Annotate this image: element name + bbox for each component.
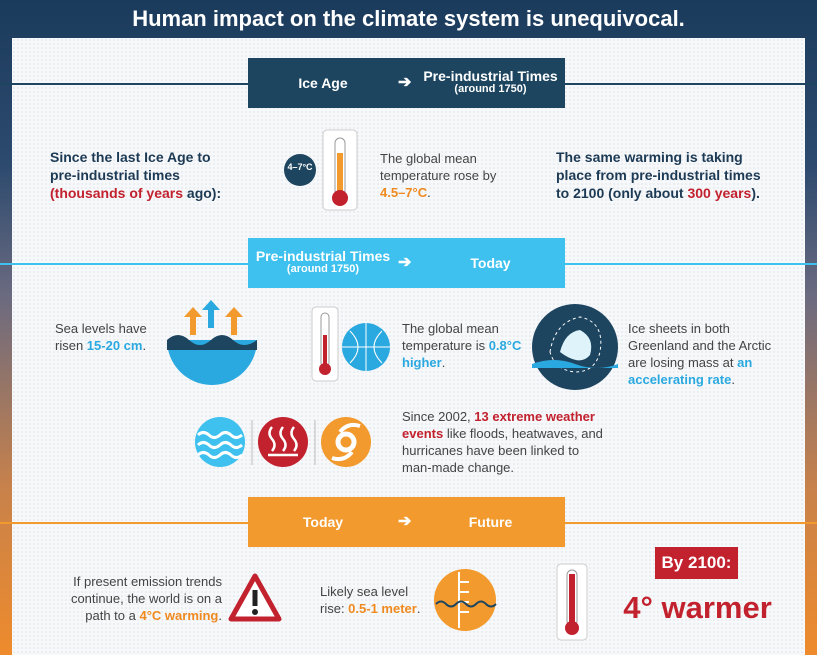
banner-from: Today bbox=[302, 513, 344, 530]
arrow: ➔ bbox=[398, 513, 412, 530]
text: The same warming is taking place from pr… bbox=[556, 149, 761, 201]
text: Ice sheets in both Greenland and the Arc… bbox=[628, 321, 772, 370]
highlight: 0.8°C higher bbox=[402, 338, 522, 370]
banner-to: Future bbox=[468, 513, 513, 530]
text: ). bbox=[751, 185, 760, 201]
text: Likely sea level rise: bbox=[320, 584, 409, 616]
badge: 4–7°C bbox=[287, 162, 313, 172]
ice-icon bbox=[532, 304, 618, 390]
highlight: (thousands of years bbox=[50, 185, 184, 201]
banner: Pre-industrial Times (around 1750) ➔ Toda… bbox=[248, 238, 565, 288]
highlight: 300 years bbox=[687, 185, 752, 201]
panel bbox=[12, 38, 805, 655]
highlight: an accelerating rate bbox=[628, 355, 753, 387]
arrow: ➔ bbox=[398, 74, 412, 91]
weather-icons bbox=[195, 417, 371, 467]
text: . bbox=[731, 372, 735, 387]
title: Human impact on the climate system is un… bbox=[132, 6, 685, 31]
text: The global mean temperature is bbox=[402, 321, 499, 353]
hot-thermometer-icon bbox=[556, 563, 588, 641]
past-right: The same warming is taking place from pr… bbox=[556, 148, 771, 202]
past-left: Since the last Ice Age to pre-industrial… bbox=[50, 148, 240, 202]
banner-from: Ice Age bbox=[298, 74, 348, 91]
banner-to-text: Pre-industrial Times bbox=[423, 68, 558, 84]
banner-to: Pre-industrial Times (around 1750) bbox=[416, 58, 565, 108]
text: . bbox=[416, 601, 421, 616]
sea-rise-icon bbox=[434, 569, 497, 631]
text: . bbox=[441, 355, 446, 370]
highlight: 4°C warming bbox=[139, 608, 219, 623]
result: 4° warmer bbox=[623, 590, 772, 625]
present-temperature: The global mean temperature is 0.8°C hig… bbox=[402, 320, 522, 371]
present-ice: Ice sheets in both Greenland and the Arc… bbox=[628, 320, 778, 388]
warning-icon bbox=[228, 573, 282, 622]
text: If present emission trends continue, the… bbox=[70, 574, 222, 623]
highlight: 4.5–7°C bbox=[380, 185, 428, 200]
text: The global mean temperature rose by bbox=[380, 151, 497, 183]
banner-note: (around 1750) bbox=[454, 83, 527, 95]
text: . bbox=[427, 185, 431, 200]
highlight: 13 extreme weather events bbox=[402, 409, 595, 441]
text: Since the last Ice Age to pre-industrial… bbox=[50, 149, 211, 183]
banner: Ice Age ➔ Pre-industrial Times (around 17… bbox=[248, 58, 565, 108]
banner-from-text: Pre-industrial Times bbox=[255, 248, 391, 264]
past-middle: The global mean temperature rose by 4.5–… bbox=[380, 150, 520, 201]
future-emission: If present emission trends continue, the… bbox=[52, 573, 222, 624]
sea-icon bbox=[167, 300, 257, 385]
text: ago): bbox=[183, 185, 222, 201]
text: Sea levels have risen bbox=[55, 321, 147, 353]
by-badge: By 2100: bbox=[655, 547, 738, 579]
present-weather: Since 2002, 13 extreme weather events li… bbox=[402, 408, 612, 476]
present-sea: Sea levels have risen 15-20 cm. bbox=[55, 320, 165, 354]
text: . bbox=[218, 608, 222, 623]
arrow: ➔ bbox=[398, 254, 412, 271]
banner: Today ➔ Future bbox=[248, 497, 565, 547]
banner-to: Today bbox=[470, 254, 511, 271]
banner-note: (around 1750) bbox=[286, 263, 360, 275]
temperature-icon bbox=[311, 306, 390, 382]
banner-from: Pre-industrial Times (around 1750) bbox=[248, 238, 398, 288]
future-sea: Likely sea level rise: 0.5-1 meter. bbox=[320, 583, 432, 617]
text: Since 2002, bbox=[402, 409, 475, 424]
thermometer-icon bbox=[284, 129, 358, 211]
text: . bbox=[142, 338, 147, 353]
text: like floods, heatwaves, and hurricanes h… bbox=[402, 426, 603, 475]
highlight: 15-20 cm bbox=[86, 338, 143, 353]
highlight: 0.5-1 meter bbox=[348, 601, 417, 616]
